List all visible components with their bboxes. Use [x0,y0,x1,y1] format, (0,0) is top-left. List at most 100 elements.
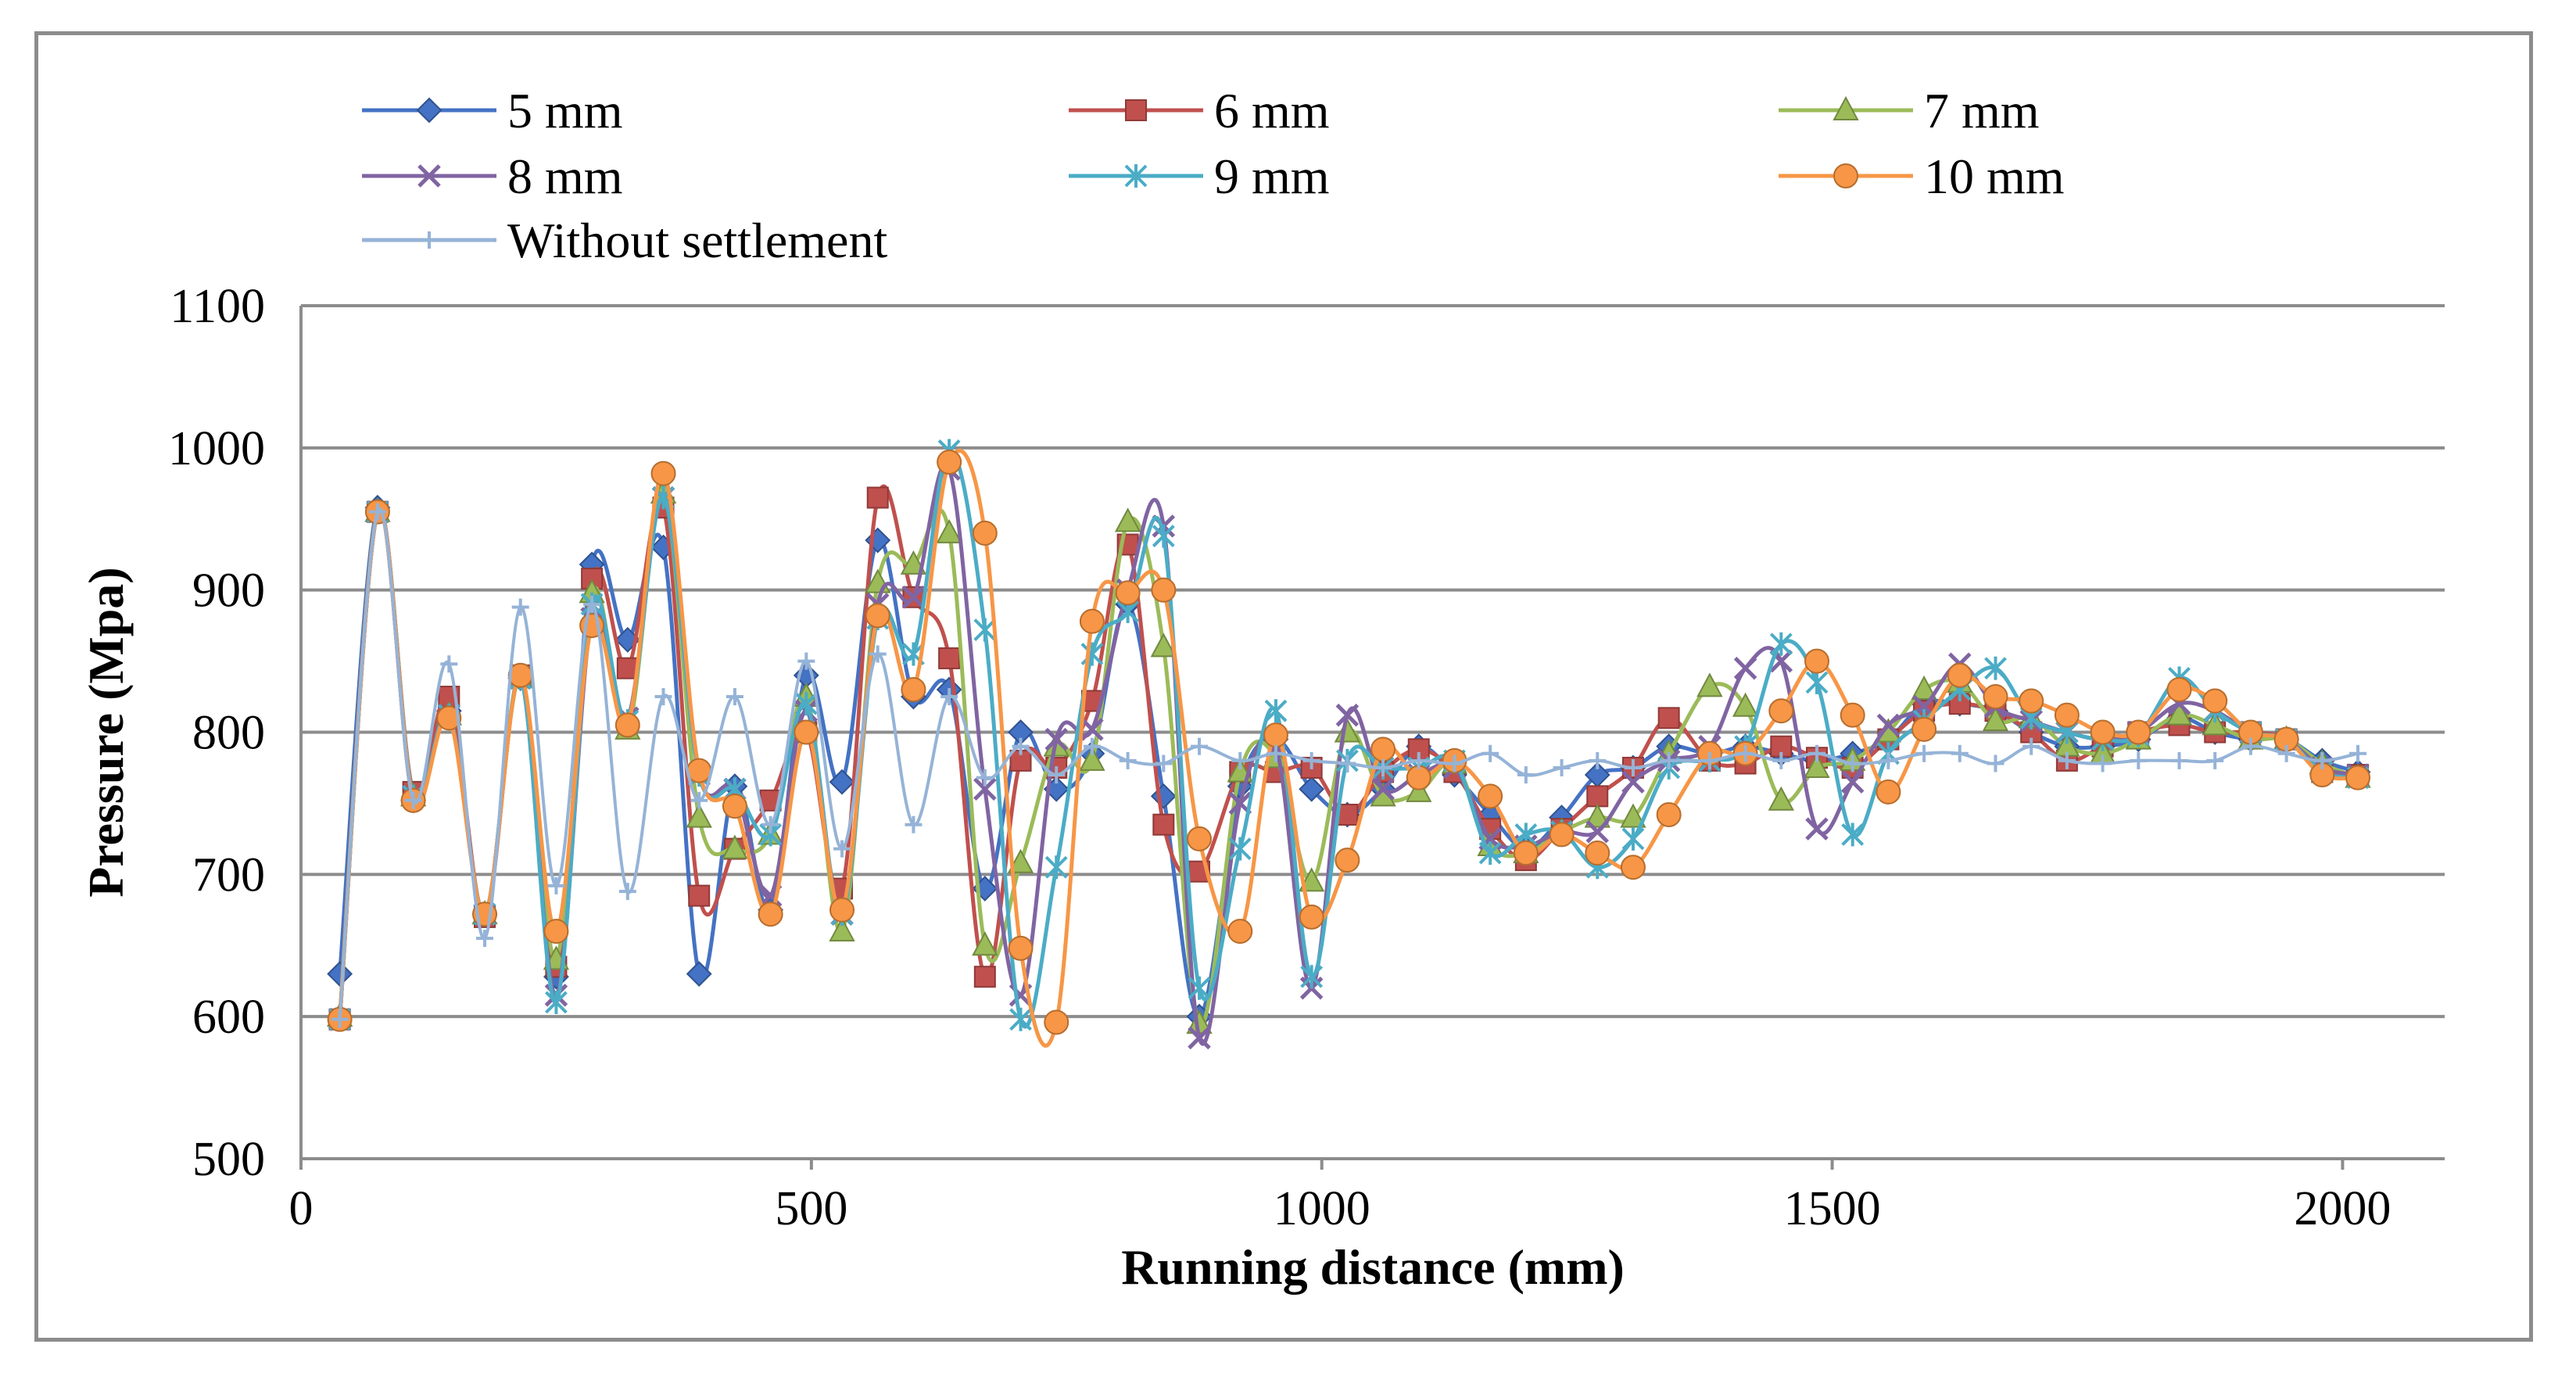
legend-item-6-mm: 6 mm [1069,83,1330,138]
point-9-mm-25 [1228,837,1252,861]
legend-label-7-mm: 7 mm [1924,83,2040,138]
point-7-mm-30 [1406,777,1432,802]
legend-marker-6-mm [1125,99,1147,121]
point-without-settlement-18 [976,769,994,787]
point-10-mm-25 [1227,919,1253,944]
point-7-mm-41 [1804,753,1830,778]
axes: 500 600 700 800 900 1000 1100 0 500 1000 1500 2000 [168,280,2445,1235]
point-without-settlement-52 [2206,751,2224,769]
point-5-mm-27 [1299,776,1325,802]
point-without-settlement-7 [583,595,601,613]
point-without-settlement-5 [511,598,529,616]
point-without-settlement-20 [1048,766,1066,784]
legend-label-6-mm: 6 mm [1214,83,1330,138]
point-without-settlement-38 [1700,751,1718,769]
point-7-mm-27 [1298,867,1325,892]
point-without-settlement-30 [1410,751,1428,769]
point-7-mm-46 [1982,706,2009,731]
point-9-mm-24 [1188,976,1211,1000]
point-10-mm-48 [2054,702,2080,728]
point-without-settlement-48 [2058,751,2076,769]
point-10-mm-9 [650,461,676,486]
y-axis-title: Pressure (Mpa) [78,567,134,897]
point-without-settlement-12 [761,815,779,833]
point-without-settlement-1 [368,503,386,521]
point-10-mm-35 [1585,841,1610,866]
point-without-settlement-22 [1119,751,1137,769]
point-10-mm-56 [2345,765,2371,790]
point-without-settlement-54 [2277,744,2295,762]
y-tick-label-1000: 1000 [168,422,265,475]
point-without-settlement-43 [1879,751,1897,769]
point-6-mm-8 [616,657,639,679]
point-10-mm-29 [1370,737,1396,762]
point-10-mm-40 [1768,698,1794,724]
point-10-mm-36 [1620,855,1646,880]
point-7-mm-18 [972,931,998,956]
point-without-settlement-34 [1553,758,1571,776]
point-without-settlement-13 [797,652,815,670]
gridlines [301,304,2445,1160]
point-without-settlement-44 [1915,744,1933,762]
point-10-mm-6 [543,919,569,944]
point-without-settlement-15 [869,645,887,663]
point-10-mm-30 [1406,765,1431,790]
point-10-mm-21 [1079,608,1105,634]
point-without-settlement-51 [2170,751,2188,769]
point-7-mm-51 [2166,701,2193,726]
legend-item-without-settlement: Without settlement [362,213,887,268]
legend-item-10-mm: 10 mm [1779,149,2065,204]
point-without-settlement-35 [1589,751,1607,769]
point-without-settlement-16 [905,815,923,833]
point-9-mm-6 [545,990,568,1014]
x-tick-label-0: 0 [289,1182,313,1235]
point-10-mm-34 [1549,822,1575,848]
point-7-mm-40 [1768,786,1794,811]
legend-label-9-mm: 9 mm [1214,149,1330,204]
point-without-settlement-17 [940,688,958,706]
point-10-mm-52 [2202,688,2228,714]
point-8-mm-18 [973,777,997,801]
x-tick-label-1000: 1000 [1274,1182,1370,1235]
point-7-mm-36 [1620,803,1646,828]
point-without-settlement-8 [618,883,636,901]
point-without-settlement-37 [1660,751,1678,769]
point-without-settlement-39 [1736,744,1754,762]
point-without-settlement-33 [1517,766,1535,784]
legend-marker-5-mm [416,97,442,124]
point-without-settlement-19 [1012,737,1030,755]
point-6-mm-23 [1152,813,1175,836]
point-9-mm-26 [1264,699,1288,723]
point-without-settlement-41 [1807,744,1825,762]
legend-marker-10-mm [1833,163,1858,188]
point-10-mm-13 [794,719,819,745]
point-7-mm-52 [2202,711,2228,736]
point-9-mm-41 [1805,670,1829,694]
point-9-mm-23 [1152,524,1175,548]
y-tick-label-700: 700 [192,848,265,901]
point-without-settlement-6 [547,876,565,894]
point-without-settlement-0 [331,1010,349,1028]
point-8-mm-41 [1805,817,1829,841]
point-6-mm-15 [866,486,889,509]
point-7-mm-19 [1007,848,1034,873]
legend-label-5-mm: 5 mm [507,83,623,138]
point-10-mm-18 [972,520,998,546]
series-line-10-mm [338,448,2359,1048]
point-without-settlement-53 [2241,737,2259,755]
point-9-mm-20 [1044,855,1068,880]
point-7-mm-44 [1911,675,1937,700]
point-10-mm-16 [901,676,926,702]
legend-marker-7-mm [1833,95,1859,120]
point-without-settlement-24 [1191,737,1209,755]
point-without-settlement-45 [1951,744,1969,762]
x-axis-title: Running distance (mm) [1121,1239,1625,1295]
point-7-mm-23 [1150,633,1177,658]
plot-series [326,439,2371,1050]
y-tick-label-800: 800 [192,707,265,760]
point-7-mm-17 [936,518,962,543]
y-tick-label-600: 600 [192,991,265,1044]
point-7-mm-11 [722,834,748,859]
point-7-mm-14 [829,916,855,942]
